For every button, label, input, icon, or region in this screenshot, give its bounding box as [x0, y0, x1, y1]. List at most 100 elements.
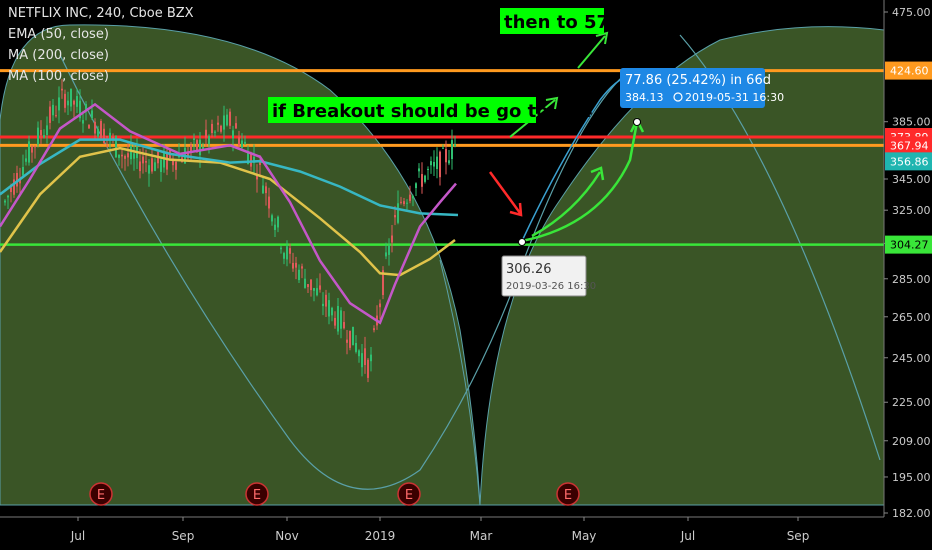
- candle-body: [25, 158, 27, 162]
- candle-body: [385, 252, 387, 257]
- candle-body: [61, 88, 63, 91]
- candle-body: [145, 161, 147, 163]
- candle-body: [175, 161, 177, 170]
- low-tooltip-box: [501, 255, 587, 297]
- y-tick-label-8: 225.00: [892, 396, 931, 409]
- candle-body: [34, 146, 36, 148]
- y-tick-label-11: 182.00: [892, 507, 931, 520]
- candle-body: [388, 245, 390, 255]
- candle-body: [352, 326, 354, 346]
- candle-body: [133, 153, 135, 159]
- earnings-marker-3: [556, 482, 580, 506]
- candle-body: [421, 174, 423, 187]
- price-tag-label-3: 356.86: [890, 155, 929, 168]
- candle-body: [370, 354, 372, 362]
- x-tick-label-2: Nov: [275, 529, 298, 543]
- earnings-marker-1: [245, 482, 269, 506]
- candle-body: [340, 310, 342, 329]
- candle-body: [439, 151, 441, 178]
- candle-body: [70, 88, 72, 107]
- candle-body: [358, 350, 360, 357]
- candle-body: [124, 156, 126, 159]
- annotation-breakout: if Breakout should be go to 424: [272, 101, 592, 122]
- candle-body: [211, 123, 213, 134]
- x-tick-label-6: Jul: [680, 529, 695, 543]
- candle-body: [244, 141, 246, 144]
- candle-body: [46, 125, 48, 136]
- candle-body: [79, 100, 81, 119]
- candle-body: [13, 179, 15, 195]
- candle-body: [43, 135, 45, 138]
- candle-body: [193, 138, 195, 140]
- target-point-marker: [633, 118, 641, 126]
- candle-body: [391, 235, 393, 243]
- candle-body: [10, 187, 12, 193]
- candle-body: [109, 132, 111, 141]
- candle-body: [343, 322, 345, 329]
- candle-body: [271, 215, 273, 222]
- clock-icon: [673, 92, 683, 102]
- candle-body: [349, 330, 351, 348]
- candle-body: [283, 253, 285, 259]
- candle-body: [142, 156, 144, 164]
- annot-arrow-breakout: [545, 96, 559, 110]
- price-tag-0: [885, 61, 932, 80]
- candle-body: [307, 284, 309, 288]
- candle-body: [235, 123, 237, 129]
- candle-body: [154, 162, 156, 171]
- y-tick-label-1: 385.00: [892, 116, 931, 129]
- candle-body: [250, 152, 252, 167]
- candle-body: [331, 307, 333, 316]
- candle-body: [364, 348, 366, 366]
- candle-body: [286, 246, 288, 260]
- candle-body: [448, 160, 450, 164]
- x-tick-label-5: May: [572, 529, 597, 543]
- candle-body: [214, 131, 216, 133]
- candle-body: [76, 96, 78, 107]
- candle-body: [280, 247, 282, 250]
- projection-green-arc: [521, 121, 639, 243]
- candle-body: [148, 165, 150, 174]
- candle-body: [40, 129, 42, 136]
- candle-body: [277, 216, 279, 228]
- candle-body: [130, 145, 132, 160]
- y-tick-label-3: 325.00: [892, 204, 931, 217]
- candle-body: [274, 224, 276, 230]
- candle-body: [127, 153, 129, 158]
- candle-body: [4, 200, 6, 203]
- price-tag-4: [885, 235, 932, 254]
- candle-body: [118, 154, 120, 158]
- candle-body: [325, 294, 327, 307]
- candle-body: [262, 185, 264, 194]
- candle-body: [238, 137, 240, 146]
- candle-body: [106, 136, 108, 138]
- candle-body: [256, 175, 258, 180]
- candle-body: [100, 121, 102, 139]
- candle-body: [67, 100, 69, 106]
- projection-blue-line: [521, 74, 631, 242]
- ema50-line: [0, 138, 459, 217]
- candle-body: [199, 139, 201, 156]
- candle-body: [298, 269, 300, 281]
- earnings-label-2: E: [405, 488, 413, 503]
- x-tick-label-3: 2019: [365, 529, 396, 543]
- y-tick-label-10: 195.00: [892, 471, 931, 484]
- candle-body: [373, 328, 375, 331]
- earnings-marker-0: [89, 482, 113, 506]
- candle-body: [91, 110, 93, 119]
- candle-body: [379, 303, 381, 308]
- earnings-label-1: E: [253, 488, 261, 503]
- candle-body: [139, 161, 141, 172]
- candle-body: [319, 285, 321, 290]
- candle-body: [334, 317, 336, 326]
- low-tooltip-price: 306.26: [506, 262, 552, 277]
- candle-body: [367, 359, 369, 378]
- candle-body: [436, 156, 438, 169]
- earnings-label-3: E: [564, 488, 572, 503]
- candle-body: [400, 201, 402, 203]
- price-tag-label-2: 367.94: [890, 139, 929, 152]
- annotation-then-to: then to 573: [504, 12, 622, 33]
- candle-body: [412, 195, 414, 199]
- y-tick-label-5: 285.00: [892, 273, 931, 286]
